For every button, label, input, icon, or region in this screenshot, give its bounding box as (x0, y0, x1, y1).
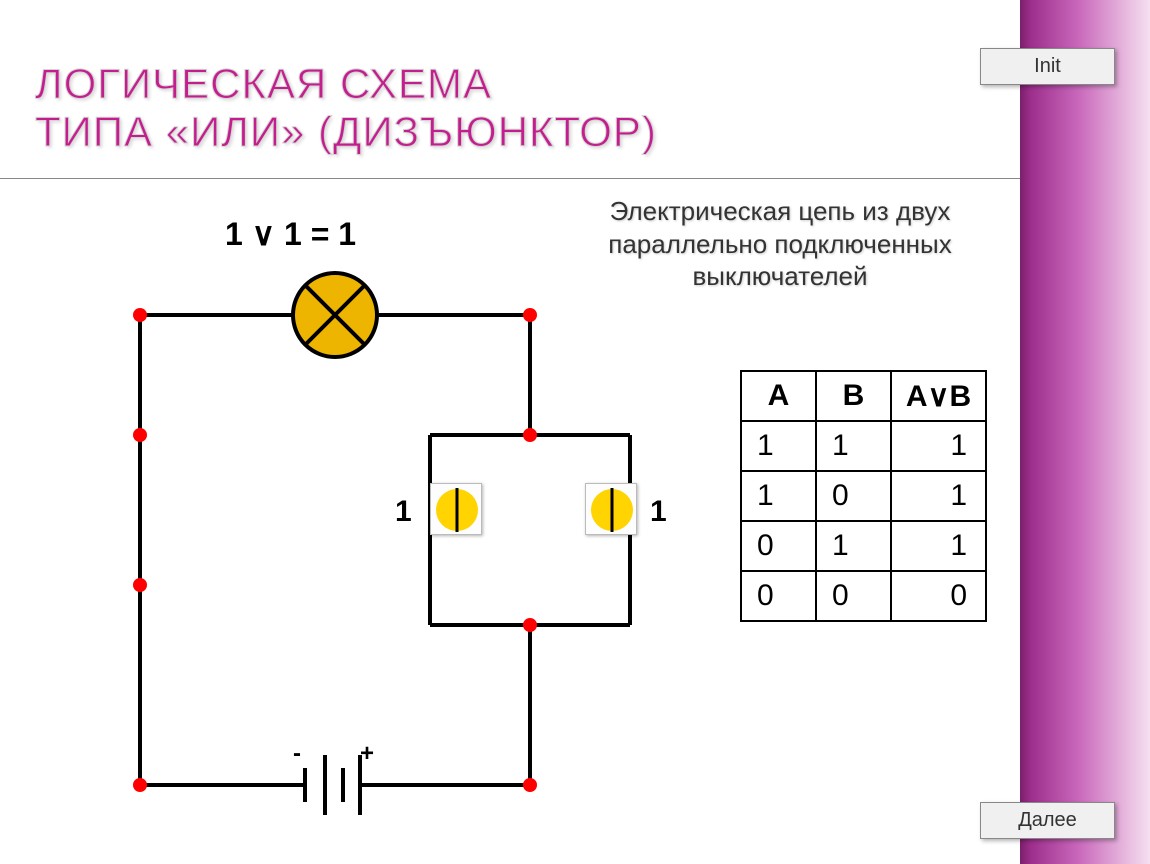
title-divider (0, 178, 1020, 179)
table-row: 0 1 1 (741, 521, 986, 571)
battery-plus-label: + (360, 740, 374, 768)
truth-table: A B A∨B 1 1 1 1 0 1 0 1 1 0 0 0 (740, 370, 987, 622)
circuit-diagram (100, 255, 700, 835)
th-aorb: A∨B (891, 371, 986, 421)
switch-b-icon (586, 484, 638, 536)
switch-a-button[interactable] (430, 483, 482, 535)
battery-minus-label: - (293, 740, 301, 768)
switch-b-label: 1 (650, 495, 667, 529)
table-row: 1 1 1 (741, 421, 986, 471)
init-button[interactable]: Init (980, 48, 1115, 85)
slide-title: ЛОГИЧЕСКАЯ СХЕМА ТИПА «ИЛИ» (ДИЗЪЮНКТОР) (35, 60, 657, 157)
switch-a-icon (431, 484, 483, 536)
th-b: B (816, 371, 891, 421)
table-header-row: A B A∨B (741, 371, 986, 421)
th-a: A (741, 371, 816, 421)
title-line-1: ЛОГИЧЕСКАЯ СХЕМА (35, 60, 657, 108)
table-row: 1 0 1 (741, 471, 986, 521)
equation-text: 1 ∨ 1 = 1 (225, 215, 356, 253)
table-row: 0 0 0 (741, 571, 986, 621)
decorative-sidebar (1020, 0, 1150, 864)
switch-a-label: 1 (395, 495, 412, 529)
title-line-2: ТИПА «ИЛИ» (ДИЗЪЮНКТОР) (35, 108, 657, 156)
next-button[interactable]: Далее (980, 802, 1115, 839)
switch-b-button[interactable] (585, 483, 637, 535)
